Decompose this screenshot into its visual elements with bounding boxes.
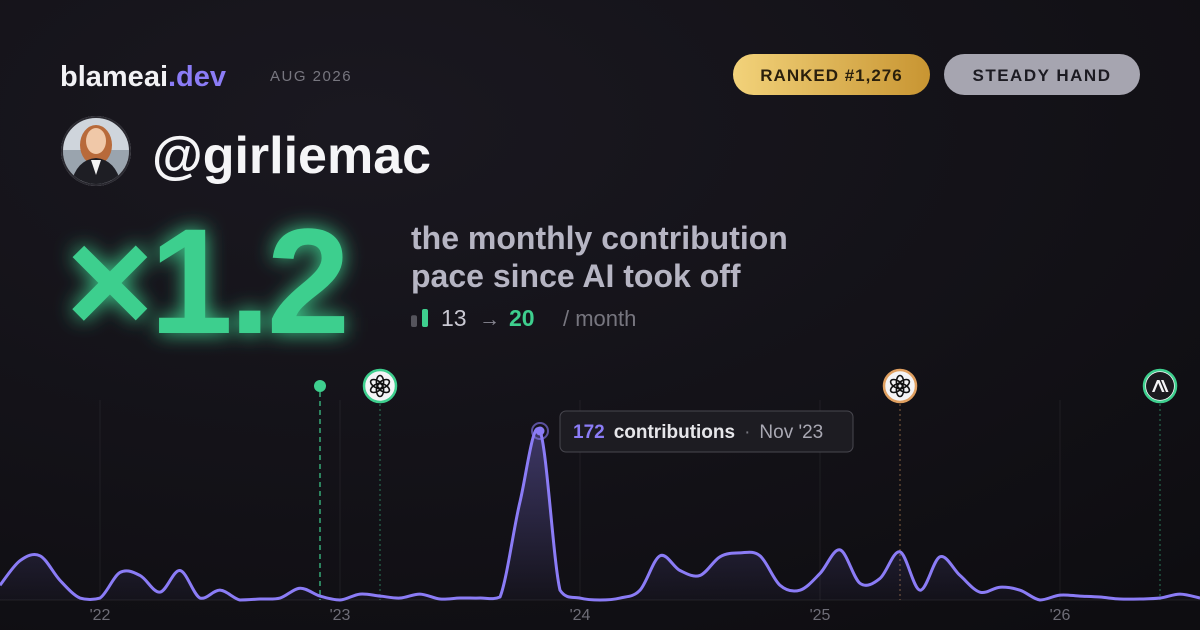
brand: blameai.dev <box>60 61 226 93</box>
rank-badge <box>733 54 930 95</box>
chart: '22 '23 '24 '25 '26 172 contributions · Nov '23 <box>0 368 1200 624</box>
tooltip-date: Nov '23 <box>759 422 823 443</box>
highlight-dot <box>535 426 545 436</box>
anthropic-glyph <box>1152 380 1169 392</box>
description-line: pace since AI took off <box>411 258 741 294</box>
style-text: STEADY HAND <box>973 66 1112 85</box>
x-tick-label: '24 <box>570 607 591 624</box>
event-icon-ring <box>882 368 918 404</box>
tooltip-text: 172 contributions · Nov '23 <box>573 422 823 443</box>
rank-text: RANKED #1,276 <box>760 66 902 85</box>
pace-bar <box>411 315 417 327</box>
line <box>0 427 1200 602</box>
tooltip-box <box>559 410 854 453</box>
pace-after: 20 <box>509 305 535 331</box>
brand-date: AUG 2026 <box>270 68 352 85</box>
pace-arrow: → <box>479 308 500 331</box>
pace-unit: / month <box>563 306 636 331</box>
area <box>0 428 1200 600</box>
pace-before: 13 <box>441 305 467 331</box>
tooltip-value: 172 <box>573 422 605 443</box>
event-dot <box>314 380 326 392</box>
event-icon <box>1142 368 1178 404</box>
event-icon <box>362 368 398 404</box>
event-icon-ring <box>362 368 398 404</box>
x-tick-label: '23 <box>330 607 351 624</box>
x-tick-label: '25 <box>810 607 831 624</box>
openai-petal <box>889 378 904 390</box>
pace-bars <box>411 309 428 327</box>
highlight-ring <box>531 422 549 440</box>
pace-bar <box>422 309 428 327</box>
event-icon <box>882 368 918 404</box>
brand-tld: .dev <box>168 61 226 93</box>
tooltip-label: contributions <box>614 422 735 443</box>
tooltip-separator: · <box>744 422 750 443</box>
description-line: the monthly contribution <box>411 220 788 256</box>
openai-petal <box>369 378 384 390</box>
style-badge <box>944 54 1140 95</box>
brand-name: blameai <box>60 61 168 93</box>
x-tick-label: '22 <box>90 607 111 624</box>
multiplier: ×1.2 <box>66 197 346 365</box>
x-tick-label: '26 <box>1050 607 1071 624</box>
user-handle: @girliemac <box>152 127 431 185</box>
